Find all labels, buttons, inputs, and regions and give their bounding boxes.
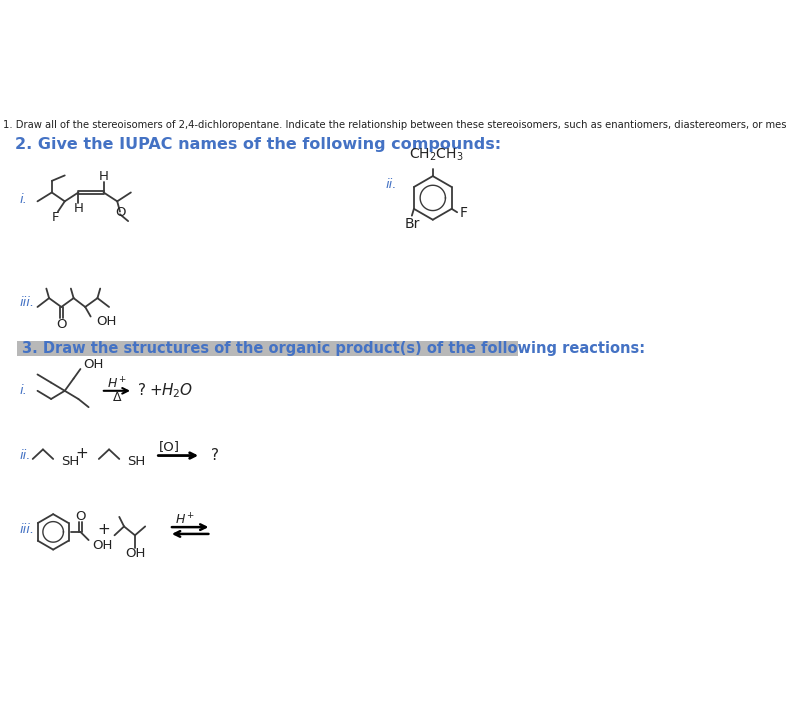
Text: [O]: [O] [159,440,179,453]
Text: $H^+$: $H^+$ [175,513,196,528]
Text: iii.: iii. [19,296,35,309]
Text: $H_2O$: $H_2O$ [161,382,193,400]
Text: iii.: iii. [19,523,35,537]
FancyBboxPatch shape [17,341,518,356]
Text: OH: OH [83,358,104,372]
Text: OH: OH [125,547,145,560]
Text: $H^+$: $H^+$ [107,377,127,392]
Text: ii.: ii. [385,178,397,190]
Text: Br: Br [405,217,421,231]
Text: F: F [51,211,59,224]
Text: $\Delta$: $\Delta$ [112,391,122,404]
Text: ii.: ii. [19,449,31,462]
Text: i.: i. [19,384,27,397]
Text: +: + [149,383,162,399]
Text: O: O [116,206,126,219]
Text: 2. Give the IUPAC names of the following compounds:: 2. Give the IUPAC names of the following… [15,137,501,152]
Text: SH: SH [61,455,79,467]
Text: H: H [73,202,83,215]
Text: OH: OH [96,316,116,329]
Text: O: O [56,318,67,331]
Text: ?: ? [138,383,145,399]
Text: +: + [97,523,110,537]
Text: $\mathrm{CH_2CH_3}$: $\mathrm{CH_2CH_3}$ [409,147,464,163]
Text: 1. Draw all of the stereoisomers of 2,4-dichloropentane. Indicate the relationsh: 1. Draw all of the stereoisomers of 2,4-… [3,120,786,130]
Text: +: + [75,446,88,461]
Text: OH: OH [93,539,113,552]
Text: H: H [99,170,108,183]
Text: O: O [75,510,86,523]
Text: 3. Draw the structures of the organic product(s) of the following reactions:: 3. Draw the structures of the organic pr… [22,341,645,356]
Text: SH: SH [127,455,145,467]
Text: F: F [459,206,467,220]
Text: i.: i. [19,193,27,207]
Text: ?: ? [211,448,219,463]
